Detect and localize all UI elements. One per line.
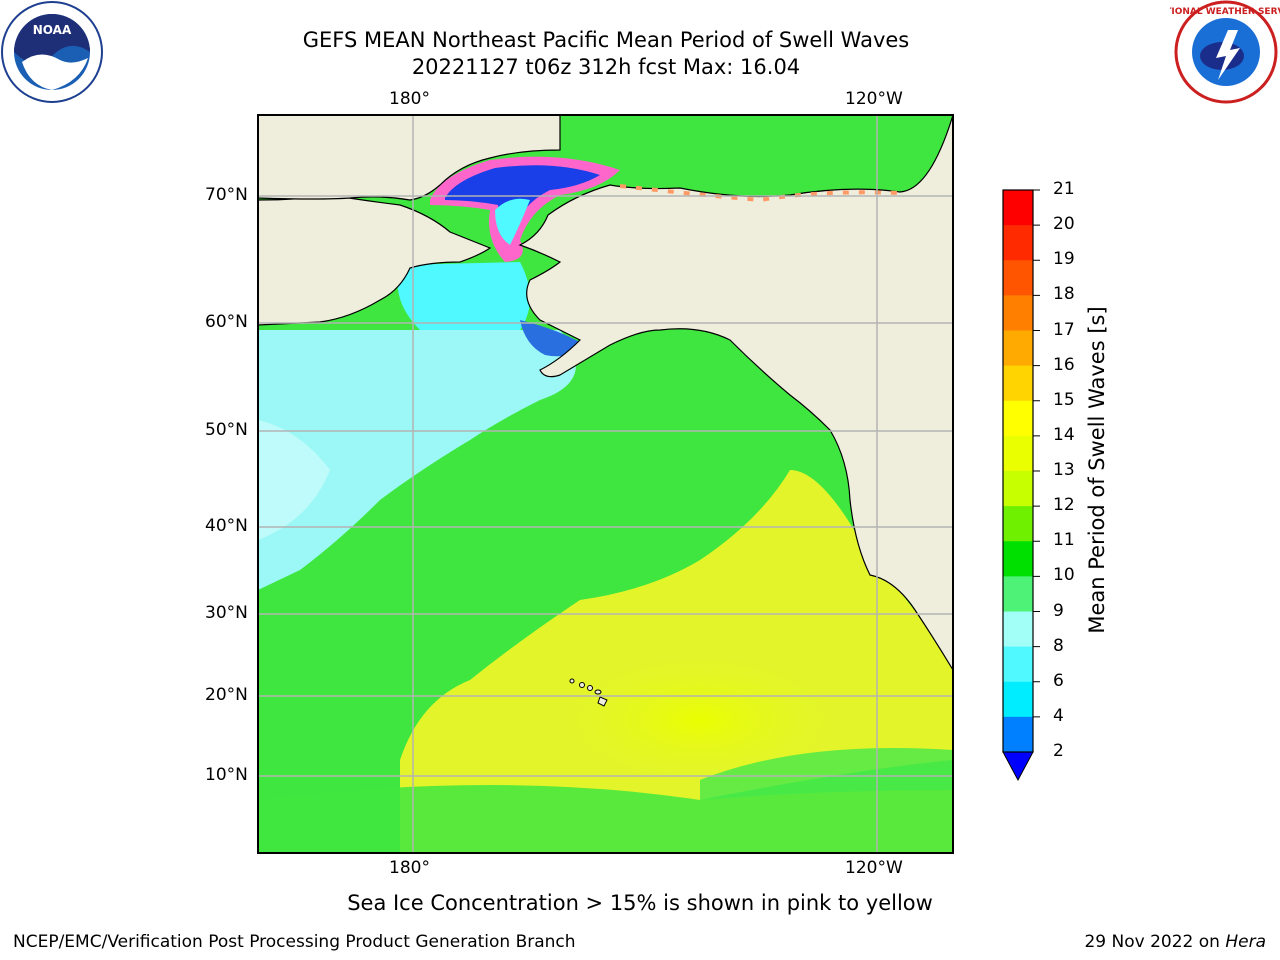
lat-label-30n: 30°N	[205, 603, 248, 623]
colorbar-label: Mean Period of Swell Waves [s]	[1085, 306, 1109, 634]
lon-label-top-180: 180°	[389, 89, 430, 109]
colorbar-under-triangle	[1002, 751, 1034, 782]
colorbar-swatch	[1003, 190, 1033, 226]
lat-label-10n: 10°N	[205, 765, 248, 785]
colorbar-tick-label: 10	[1053, 565, 1075, 586]
colorbar-tick-label: 2	[1053, 741, 1064, 761]
chukchi-aqua	[495, 198, 530, 245]
colorbar-swatch	[1003, 330, 1033, 367]
colorbar-swatch	[1003, 471, 1033, 507]
hawaii-islands	[569, 678, 608, 707]
footer-date: 29 Nov 2022 on Hera	[1084, 932, 1266, 952]
nws-logo-text: NATIONAL WEATHER SERVICE	[1170, 7, 1280, 17]
colorbar-swatch	[1003, 506, 1033, 542]
green-band-east	[700, 748, 953, 800]
graticule	[258, 115, 953, 853]
blue-bristol-bay	[520, 320, 585, 357]
colorbar-swatch	[1003, 225, 1033, 261]
green-band-south	[258, 760, 953, 853]
colorbar-swatch	[1003, 646, 1033, 683]
colorbar-swatch	[1003, 541, 1033, 577]
map-subtitle: 20221127 t06z 312h fcst Max: 16.04	[411, 55, 801, 79]
light-cyan-patch	[258, 420, 330, 540]
colorbar-tick-label: 18	[1053, 284, 1075, 305]
lat-label-40n: 40°N	[205, 516, 248, 536]
map-frame	[257, 114, 954, 854]
noaa-logo: NOAA	[1, 1, 103, 103]
colorbar-swatch	[1003, 611, 1033, 648]
nws-logo: NATIONAL WEATHER SERVICE	[1170, 0, 1280, 104]
colorbar-swatch	[1003, 681, 1033, 718]
colorbar-tick-label: 9	[1053, 600, 1064, 621]
yellow-core	[550, 650, 850, 790]
sea-ice-note: Sea Ice Concentration > 15% is shown in …	[347, 891, 933, 915]
cyan-period-region	[258, 330, 576, 590]
lon-label-bottom-120w: 120°W	[845, 858, 903, 878]
colorbar-swatch	[1003, 435, 1033, 472]
lat-label-70n: 70°N	[205, 185, 248, 205]
colorbar-tick-label: 19	[1053, 249, 1075, 270]
colorbar-tick-label: 16	[1053, 354, 1075, 375]
colorbar-tick-label: 14	[1053, 424, 1075, 445]
colorbar-tick-label: 6	[1053, 670, 1064, 691]
noaa-logo-text: NOAA	[33, 23, 72, 37]
footer-date-text: 29 Nov 2022 on	[1084, 932, 1226, 952]
colorbar-swatch	[1003, 400, 1033, 437]
footer-credit: NCEP/EMC/Verification Post Processing Pr…	[13, 932, 576, 952]
colorbar-tick-label: 12	[1053, 495, 1075, 516]
colorbar-tick-label: 17	[1053, 319, 1075, 340]
map-title: GEFS MEAN Northeast Pacific Mean Period …	[302, 28, 910, 52]
lat-label-50n: 50°N	[205, 420, 248, 440]
colorbar-frame	[1002, 189, 1034, 753]
colorbar-swatch	[1003, 365, 1033, 402]
colorbar-swatch	[1003, 716, 1033, 753]
lat-label-60n: 60°N	[205, 312, 248, 332]
colorbar-tick-label: 13	[1053, 460, 1075, 480]
footer-machine: Hera	[1225, 932, 1266, 952]
colorbar-tick-label: 21	[1053, 179, 1075, 199]
land-north-america	[518, 115, 953, 672]
colorbar-tick-label: 8	[1053, 635, 1064, 656]
colorbar-tick-label: 15	[1053, 389, 1075, 410]
aqua-bering	[397, 262, 530, 330]
colorbar-swatch	[1003, 295, 1033, 331]
colorbar-tick-label: 11	[1053, 530, 1075, 551]
colorbar-swatch	[1003, 576, 1033, 612]
lon-label-bottom-180: 180°	[389, 858, 430, 878]
colorbar-swatch	[1003, 260, 1033, 296]
colorbar-tick-label: 4	[1053, 705, 1064, 726]
lon-label-top-120w: 120°W	[845, 89, 903, 109]
colorbar-tick-label: 20	[1053, 214, 1075, 235]
lat-label-20n: 20°N	[205, 685, 248, 705]
